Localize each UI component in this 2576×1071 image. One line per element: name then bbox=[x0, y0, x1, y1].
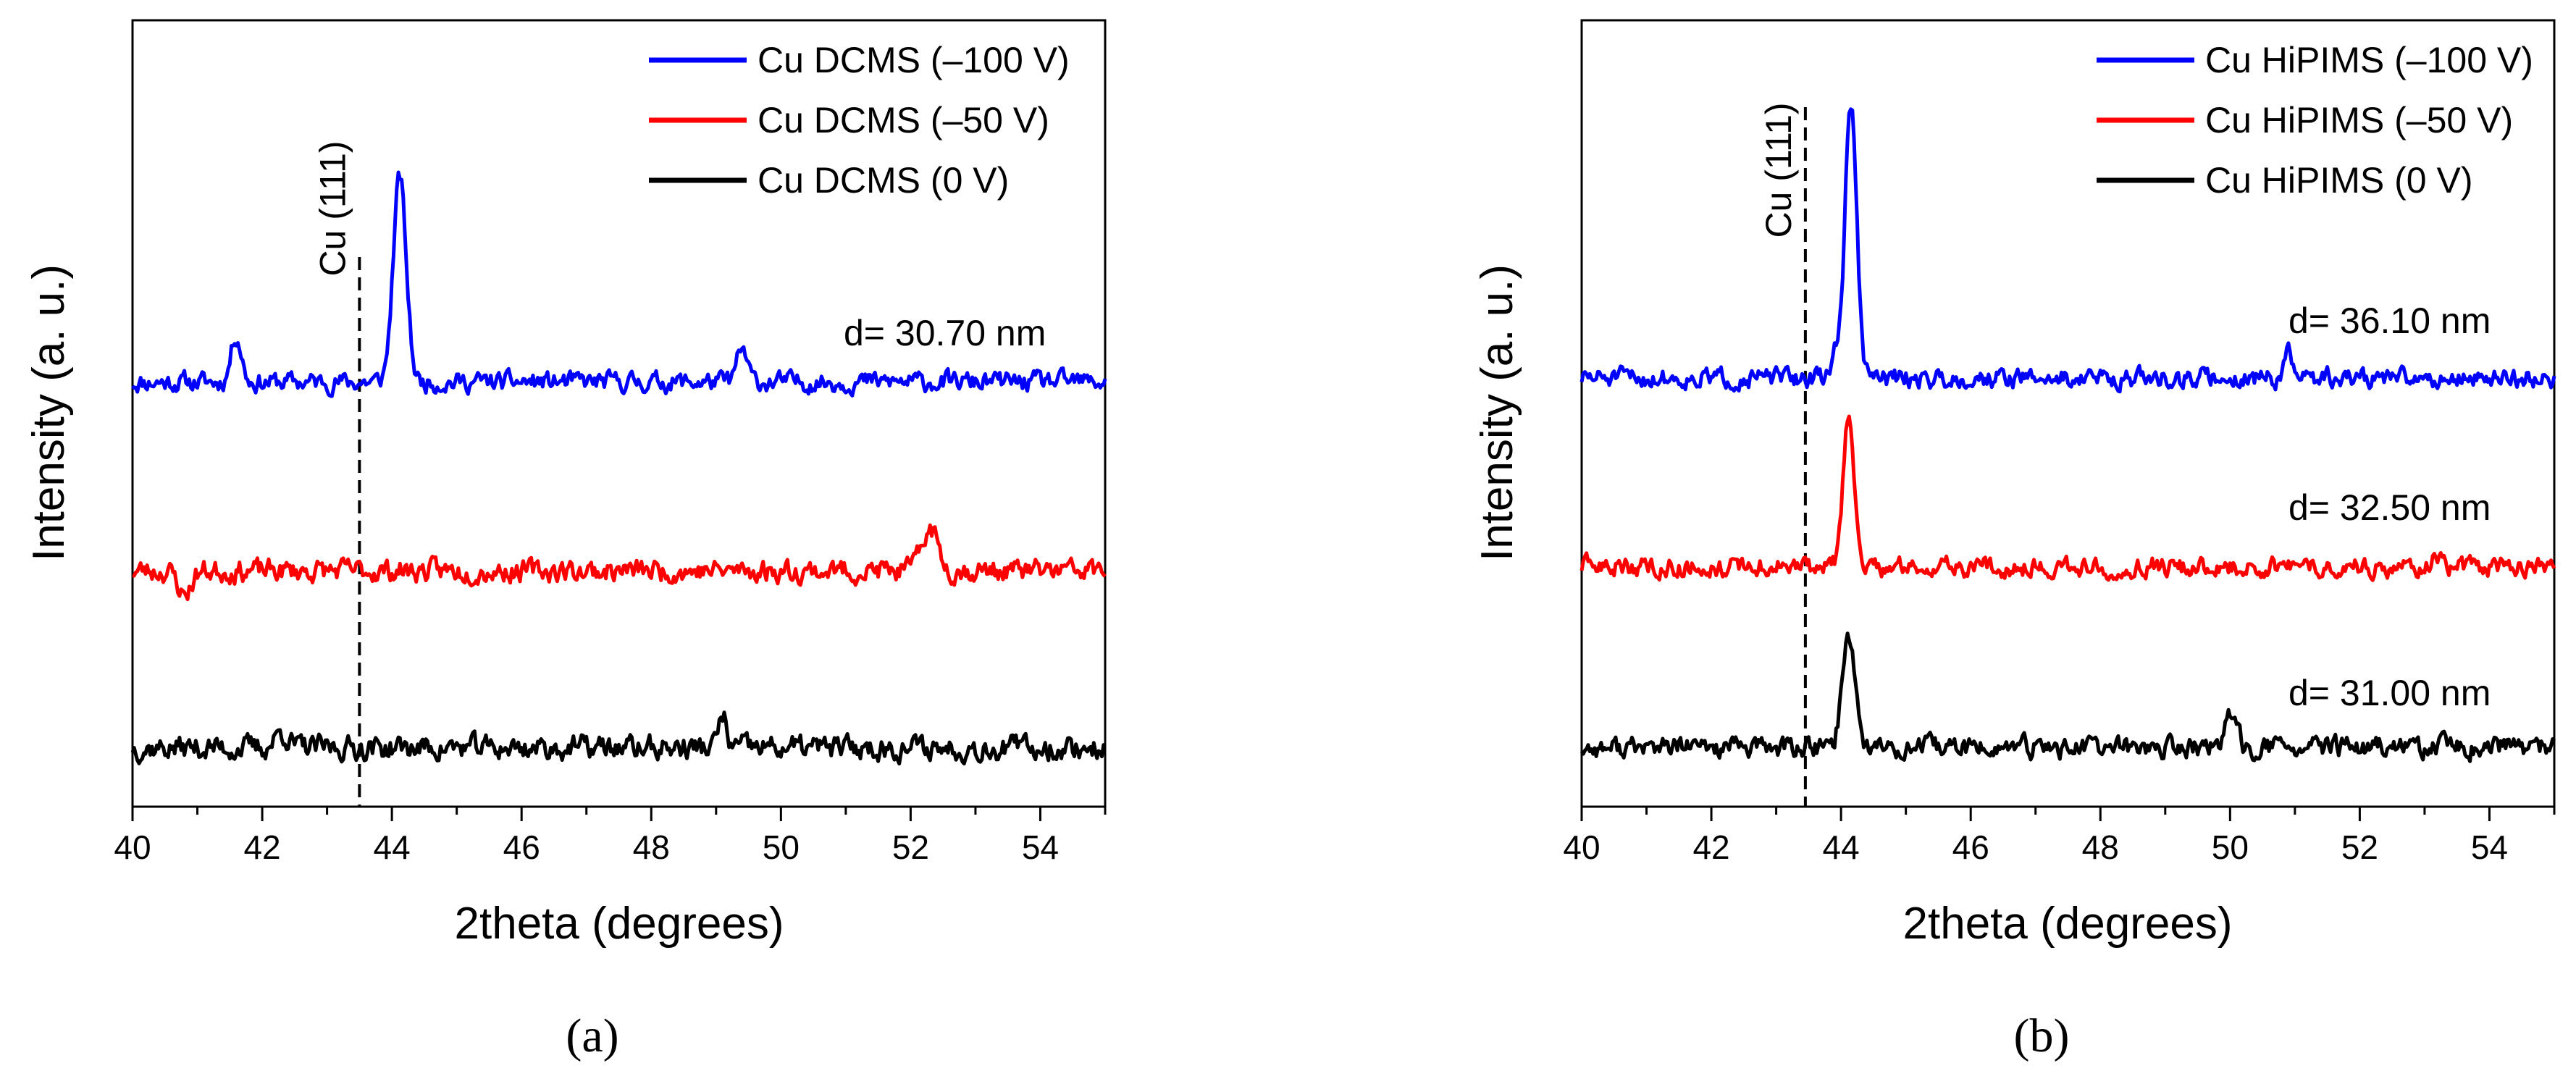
x-tick-label: 44 bbox=[374, 828, 411, 866]
x-tick-label: 40 bbox=[114, 828, 151, 866]
x-tick-label: 54 bbox=[1022, 828, 1059, 866]
legend-label: Cu HiPIMS (–50 V) bbox=[2205, 100, 2513, 140]
x-tick-label: 50 bbox=[763, 828, 800, 866]
x-tick-labels: 40 42 44 46 48 50 52 54 bbox=[1563, 828, 2508, 866]
x-tick-label: 42 bbox=[1692, 828, 1729, 866]
series-line-1 bbox=[1579, 414, 2556, 582]
panel-label: (a) bbox=[566, 1009, 618, 1062]
x-ticks bbox=[131, 807, 1107, 821]
legend: Cu HiPIMS (–100 V) Cu HiPIMS (–50 V) Cu Hi… bbox=[2097, 40, 2533, 201]
series-line-2 bbox=[130, 710, 1106, 766]
annotation-d-spacing-0v: d= 31.00 nm bbox=[2288, 673, 2491, 713]
series-line-0 bbox=[1579, 107, 2556, 394]
x-ticks bbox=[1580, 807, 2556, 821]
x-tick-label: 42 bbox=[243, 828, 280, 866]
series-line-2 bbox=[1579, 631, 2556, 763]
reference-line-label: Cu (111) bbox=[312, 140, 353, 276]
y-axis-label: Intensity (a. u.) bbox=[24, 264, 74, 561]
y-axis-label: Intensity (a. u.) bbox=[1472, 264, 1522, 561]
x-tick-label: 48 bbox=[633, 828, 670, 866]
legend-label: Cu DCMS (–100 V) bbox=[758, 40, 1070, 80]
reference-line-label: Cu (111) bbox=[1758, 102, 1799, 238]
series-lines bbox=[1579, 107, 2556, 763]
series-line-1 bbox=[132, 523, 1107, 602]
x-tick-label: 54 bbox=[2471, 828, 2508, 866]
legend: Cu DCMS (–100 V) Cu DCMS (–50 V) Cu DCMS (… bbox=[649, 40, 1070, 201]
x-tick-label: 46 bbox=[503, 828, 540, 866]
panel-b: 40 42 44 46 48 50 52 54 Cu (111) d= 36.10 nm d=… bbox=[1472, 19, 2556, 1062]
plot-frame bbox=[1580, 19, 2556, 808]
series-lines bbox=[130, 170, 1107, 766]
plot-frame bbox=[131, 19, 1107, 808]
series-line-0 bbox=[131, 170, 1107, 398]
legend-label: Cu DCMS (0 V) bbox=[758, 160, 1009, 201]
annotation-d-spacing-100v: d= 36.10 nm bbox=[2288, 301, 2491, 341]
x-tick-label: 44 bbox=[1823, 828, 1860, 866]
annotation-d-spacing: d= 30.70 nm bbox=[844, 313, 1046, 353]
x-axis-label: 2theta (degrees) bbox=[455, 899, 784, 949]
x-tick-label: 48 bbox=[2082, 828, 2119, 866]
legend-label: Cu HiPIMS (–100 V) bbox=[2205, 40, 2533, 80]
x-tick-label: 52 bbox=[2341, 828, 2378, 866]
x-tick-labels: 40 42 44 46 48 50 52 54 bbox=[114, 828, 1059, 866]
legend-label: Cu DCMS (–50 V) bbox=[758, 100, 1049, 140]
panel-label: (b) bbox=[2014, 1009, 2070, 1062]
legend-label: Cu HiPIMS (0 V) bbox=[2205, 160, 2473, 201]
annotation-d-spacing-50v: d= 32.50 nm bbox=[2288, 487, 2491, 528]
x-tick-label: 40 bbox=[1563, 828, 1600, 866]
panel-a: 40 42 44 46 48 50 52 54 Cu (111) d= 30.70 nm Cu… bbox=[24, 19, 1107, 1062]
x-tick-label: 50 bbox=[2212, 828, 2249, 866]
x-axis-label: 2theta (degrees) bbox=[1903, 899, 2233, 949]
x-tick-label: 46 bbox=[1952, 828, 1989, 866]
x-tick-label: 52 bbox=[892, 828, 929, 866]
